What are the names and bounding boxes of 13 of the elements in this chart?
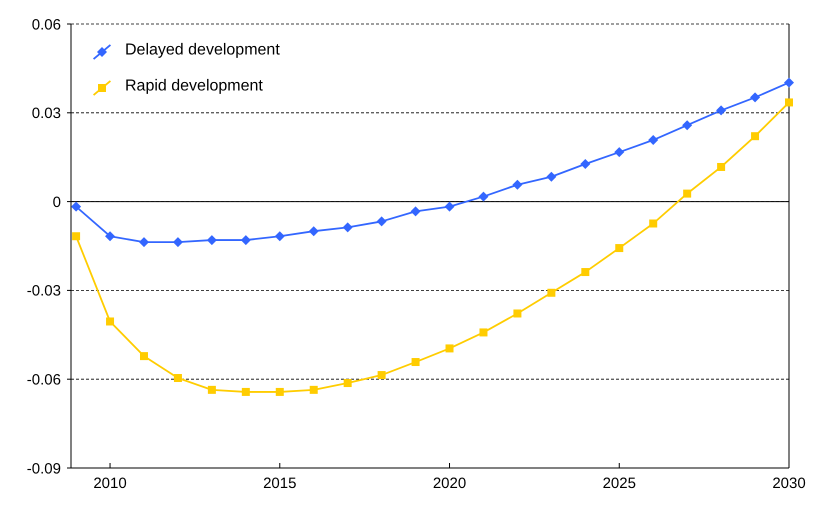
- y-tick-label: -0.09: [26, 460, 61, 478]
- x-tick-label: 2020: [432, 475, 466, 492]
- legend-label: Delayed development: [125, 42, 280, 59]
- y-tick-label: -0.06: [26, 371, 61, 388]
- x-tick-label: 2010: [93, 475, 127, 492]
- y-tick-label: 0: [52, 194, 61, 211]
- legend-label: Rapid development: [125, 78, 264, 95]
- x-tick-label: 2030: [772, 475, 806, 492]
- x-tick-label: 2015: [263, 475, 296, 492]
- y-tick-label: -0.03: [26, 282, 61, 300]
- y-tick-label: 0.03: [32, 105, 61, 122]
- y-tick-label: 0.06: [32, 16, 61, 34]
- x-tick-label: 2025: [602, 475, 636, 492]
